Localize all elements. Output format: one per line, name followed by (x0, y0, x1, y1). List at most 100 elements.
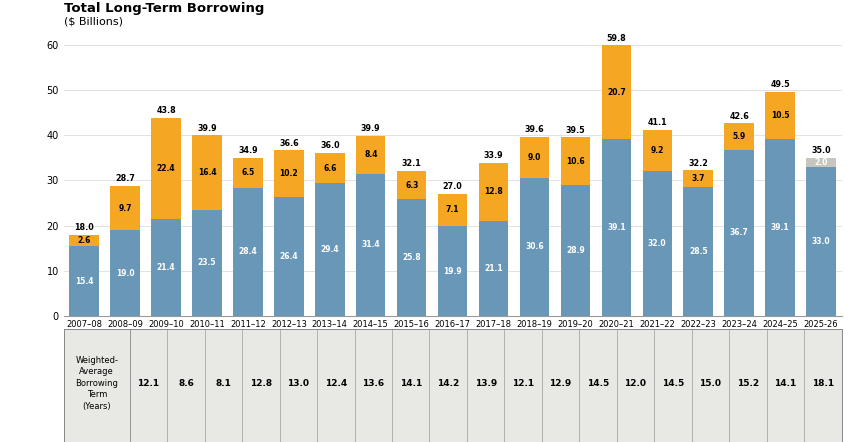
Text: 18.1: 18.1 (812, 379, 834, 388)
Bar (70, 235, 99, 246)
Bar (643, 130, 672, 171)
Bar (807, 167, 836, 316)
Text: 28.7: 28.7 (116, 175, 135, 183)
Text: 6.5: 6.5 (241, 168, 255, 177)
Text: 9.0: 9.0 (528, 152, 541, 162)
Text: 27.0: 27.0 (443, 182, 462, 191)
Bar (438, 226, 468, 316)
Text: 32.2: 32.2 (688, 159, 708, 168)
Text: Total Long-Term Borrowing: Total Long-Term Borrowing (64, 2, 264, 15)
Bar (724, 123, 754, 150)
Text: 15.4: 15.4 (75, 277, 94, 286)
Text: 14.1: 14.1 (774, 379, 796, 388)
Text: Weighted-
Average
Borrowing
Term
(Years): Weighted- Average Borrowing Term (Years) (76, 356, 118, 411)
Bar (602, 46, 631, 139)
Text: 13.0: 13.0 (287, 379, 309, 388)
Text: ($ Billions): ($ Billions) (64, 17, 122, 27)
Bar (275, 197, 303, 316)
Text: 28.9: 28.9 (566, 246, 585, 255)
Text: 12.0: 12.0 (625, 379, 647, 388)
Bar (356, 174, 386, 316)
Text: 28.5: 28.5 (688, 247, 707, 256)
Text: 15.2: 15.2 (737, 379, 759, 388)
Text: 12.1: 12.1 (138, 379, 160, 388)
Text: 36.7: 36.7 (730, 229, 749, 237)
Text: 12.1: 12.1 (512, 379, 534, 388)
Text: 12.8: 12.8 (484, 187, 503, 196)
Text: 28.4: 28.4 (239, 247, 258, 256)
Bar (602, 139, 631, 316)
Text: 3.7: 3.7 (692, 174, 705, 183)
Text: 18.0: 18.0 (74, 223, 94, 232)
Text: 34.9: 34.9 (238, 146, 258, 156)
Text: 6.3: 6.3 (405, 180, 418, 190)
Bar (315, 183, 344, 316)
Text: 21.1: 21.1 (484, 264, 503, 273)
Text: 39.5: 39.5 (565, 126, 586, 134)
Text: 36.0: 36.0 (320, 141, 340, 150)
Text: 16.4: 16.4 (198, 168, 217, 177)
Text: 8.1: 8.1 (216, 379, 231, 388)
Bar (192, 135, 222, 210)
Bar (397, 199, 427, 316)
Text: 13.9: 13.9 (474, 379, 496, 388)
Text: 33.0: 33.0 (812, 237, 830, 246)
Bar (275, 150, 303, 197)
Text: 33.9: 33.9 (484, 151, 503, 160)
Text: 39.1: 39.1 (771, 223, 790, 232)
Text: 39.1: 39.1 (607, 223, 626, 232)
Text: 25.8: 25.8 (402, 253, 421, 262)
Text: 7.1: 7.1 (446, 206, 459, 214)
Text: 39.6: 39.6 (524, 125, 544, 134)
Text: 20.7: 20.7 (607, 88, 626, 97)
Text: 26.4: 26.4 (280, 252, 298, 261)
Bar (233, 158, 263, 187)
Text: 9.7: 9.7 (118, 204, 132, 213)
Text: 15.0: 15.0 (700, 379, 722, 388)
Bar (683, 170, 713, 187)
Text: 29.4: 29.4 (320, 245, 339, 254)
Text: 10.6: 10.6 (566, 157, 585, 166)
Text: 8.4: 8.4 (364, 150, 377, 160)
Text: 10.5: 10.5 (771, 111, 790, 120)
Text: 19.9: 19.9 (444, 267, 462, 275)
Text: 14.2: 14.2 (437, 379, 459, 388)
Text: 21.4: 21.4 (156, 263, 175, 272)
Bar (519, 137, 549, 178)
Bar (643, 171, 672, 316)
Bar (397, 171, 427, 199)
Text: 12.4: 12.4 (325, 379, 347, 388)
Text: 2.6: 2.6 (77, 236, 91, 245)
Bar (151, 118, 181, 219)
Text: 32.1: 32.1 (402, 159, 422, 168)
Bar (479, 221, 508, 316)
Text: 49.5: 49.5 (770, 80, 790, 89)
Text: 23.5: 23.5 (198, 259, 216, 267)
Bar (356, 136, 386, 174)
Text: 2.0: 2.0 (814, 158, 828, 167)
Text: 6.6: 6.6 (323, 164, 337, 172)
Text: 8.6: 8.6 (178, 379, 194, 388)
Text: 5.9: 5.9 (733, 132, 745, 141)
Bar (110, 186, 140, 230)
Text: 12.8: 12.8 (250, 379, 272, 388)
Text: 13.6: 13.6 (362, 379, 384, 388)
Text: 42.6: 42.6 (729, 111, 749, 121)
Text: 9.2: 9.2 (650, 146, 664, 155)
Text: 43.8: 43.8 (156, 106, 176, 115)
Bar (233, 187, 263, 316)
Text: 41.1: 41.1 (648, 118, 667, 127)
Text: 10.2: 10.2 (280, 169, 298, 178)
Bar (110, 230, 140, 316)
Text: 14.5: 14.5 (586, 379, 609, 388)
Text: 14.5: 14.5 (662, 379, 684, 388)
Bar (561, 185, 590, 316)
Bar (807, 158, 836, 167)
Text: 30.6: 30.6 (525, 242, 544, 251)
Text: 59.8: 59.8 (607, 34, 626, 43)
Text: 32.0: 32.0 (648, 239, 666, 248)
Text: 31.4: 31.4 (361, 240, 380, 249)
Bar (479, 163, 508, 221)
Text: 39.9: 39.9 (361, 124, 381, 133)
Bar (151, 219, 181, 316)
